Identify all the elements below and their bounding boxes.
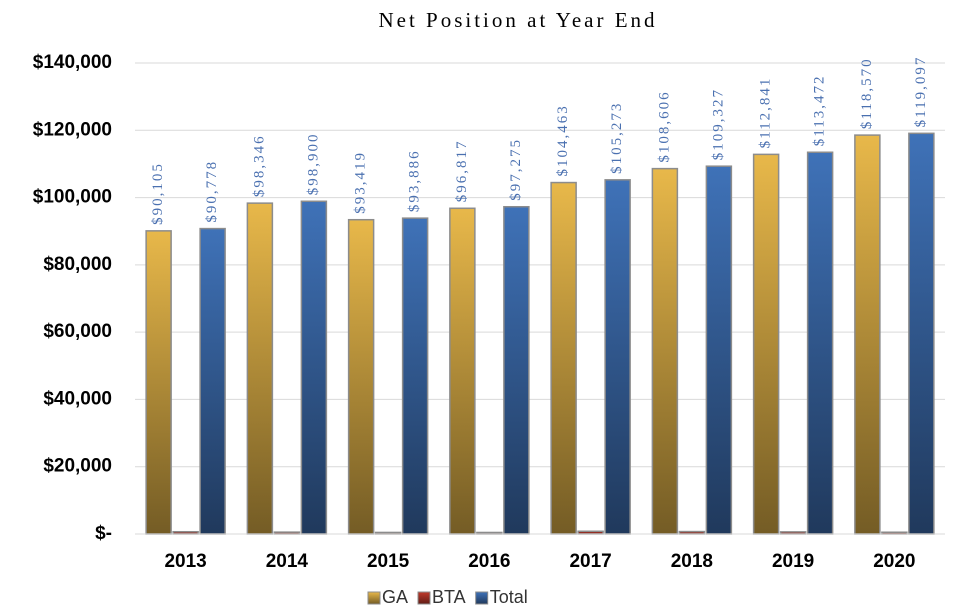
data-label: $105,273 [609, 102, 625, 174]
bar [199, 227, 226, 535]
bar [449, 207, 476, 535]
legend-label: Total [490, 587, 528, 607]
data-label: $119,097 [913, 56, 929, 128]
bar [705, 165, 733, 535]
data-label: $104,463 [555, 104, 571, 176]
bar [854, 134, 881, 535]
bar [908, 132, 935, 535]
chart-title: Net Position at Year End [378, 8, 657, 32]
x-tick-label: 2020 [873, 551, 915, 572]
data-label: $96,817 [454, 140, 470, 203]
data-label: $112,841 [758, 77, 774, 149]
x-tick-label: 2016 [468, 551, 510, 572]
bar [651, 167, 679, 535]
data-label: $90,105 [150, 162, 166, 225]
bar [246, 202, 274, 535]
bar [347, 218, 375, 535]
data-label: $98,900 [305, 133, 321, 196]
y-tick-label: $140,000 [33, 52, 112, 73]
x-tick-label: 2018 [671, 551, 713, 572]
data-label: $108,606 [656, 90, 672, 162]
legend-label: GA [382, 587, 408, 607]
data-label: $109,327 [710, 88, 726, 160]
data-label: $93,419 [353, 151, 369, 214]
y-tick-label: $40,000 [43, 388, 112, 409]
data-label: $113,472 [812, 75, 828, 147]
data-label: $98,346 [251, 134, 267, 197]
bar [503, 205, 530, 535]
bar [145, 230, 172, 535]
bar [300, 200, 328, 535]
bar [550, 181, 577, 535]
bar [401, 217, 429, 535]
data-label: $93,886 [407, 149, 423, 212]
data-label: $97,275 [508, 138, 524, 201]
x-tick-label: 2015 [367, 551, 410, 572]
data-label: $118,570 [859, 57, 875, 129]
x-tick-label: 2019 [772, 551, 814, 572]
y-tick-label: $100,000 [33, 187, 112, 208]
y-tick-label: $- [95, 523, 112, 544]
legend-swatch [417, 591, 431, 605]
bar [806, 151, 834, 535]
y-tick-label: $80,000 [43, 254, 112, 275]
y-tick-label: $120,000 [33, 119, 112, 140]
y-tick-label: $60,000 [43, 321, 112, 342]
bar [604, 179, 631, 535]
legend-swatch [367, 591, 381, 605]
x-tick-label: 2014 [266, 551, 309, 572]
x-tick-label: 2013 [164, 551, 206, 572]
legend-label: BTA [432, 587, 466, 607]
y-tick-label: $20,000 [43, 456, 112, 477]
bar [752, 153, 780, 535]
data-label: $90,778 [204, 160, 220, 223]
x-tick-label: 2017 [569, 551, 611, 572]
legend-swatch [475, 591, 489, 605]
